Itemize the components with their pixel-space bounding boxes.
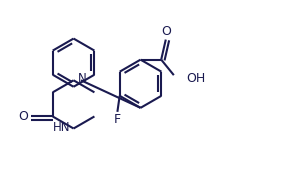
Text: OH: OH xyxy=(186,72,206,85)
Text: N: N xyxy=(78,72,87,85)
Text: O: O xyxy=(19,110,28,123)
Text: F: F xyxy=(114,113,121,126)
Text: O: O xyxy=(161,25,171,38)
Text: HN: HN xyxy=(53,121,71,134)
